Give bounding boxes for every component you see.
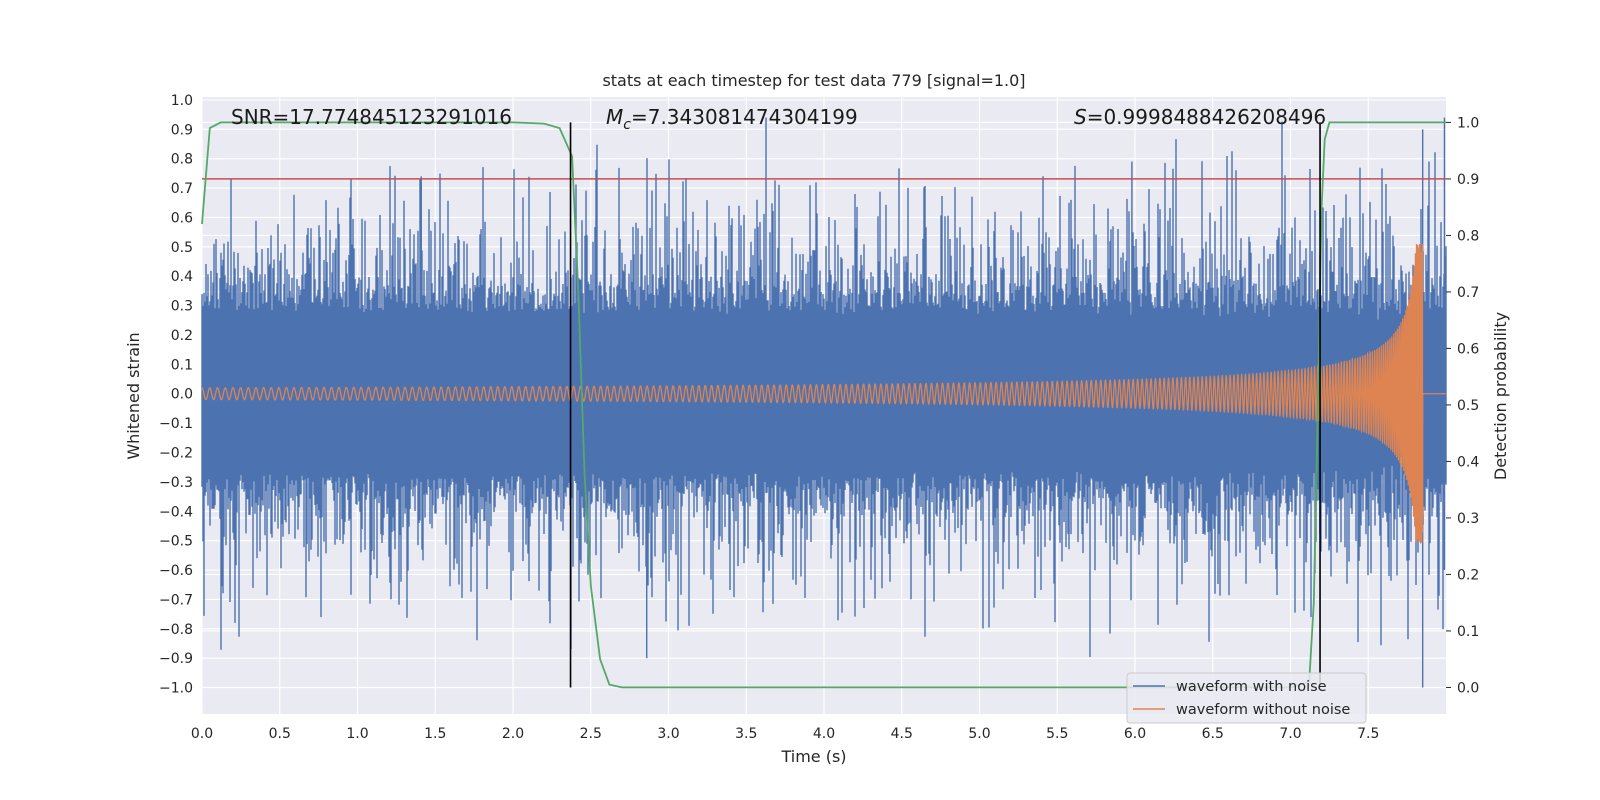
x-axis-label: Time (s) [780, 747, 846, 766]
x-tick-label-15: 7.5 [1357, 726, 1379, 742]
y-left-tick-label-3: 0.7 [171, 181, 193, 197]
x-tick-label-8: 4.0 [813, 726, 835, 742]
x-tick-label-3: 1.5 [424, 726, 446, 742]
vertical-markers [569, 122, 1321, 688]
y-right-tick-label-7: 0.3 [1457, 511, 1479, 527]
y-left-tick-label-14: −0.4 [159, 504, 193, 520]
y-left-tick-label-6: 0.4 [171, 269, 193, 285]
x-tick-label-13: 6.5 [1202, 726, 1224, 742]
x-tick-label-2: 1.0 [346, 726, 368, 742]
y-left-tick-label-20: −1.0 [159, 681, 193, 697]
y-right-tick-label-5: 0.5 [1457, 398, 1479, 414]
s-annotation: S=0.9998488426208496 [1074, 105, 1326, 129]
y-axis-left-ticks: 1.0 0.9 0.8 0.7 0.6 0.5 0.4 0.3 0.2 0.1 0.0 −0.1 −0.… [159, 93, 193, 697]
y-right-tick-label-4: 0.6 [1457, 341, 1479, 357]
y-left-tick-label-10: 0.0 [171, 387, 193, 403]
y-left-tick-label-11: −0.1 [159, 416, 193, 432]
series-waveform-without-noise [201, 243, 1446, 544]
y-left-tick-label-4: 0.6 [171, 210, 193, 226]
x-tick-label-6: 3.0 [657, 726, 679, 742]
y-right-tick-label-6: 0.4 [1457, 454, 1479, 470]
x-tick-label-14: 7.0 [1279, 726, 1301, 742]
y-right-tick-label-8: 0.2 [1457, 567, 1479, 583]
y-axis-left-label: Whitened strain [124, 332, 143, 459]
mc-value: =7.343081474304199 [631, 105, 858, 129]
snr-annotation: SNR=17.774845123291016 [231, 105, 512, 129]
y-axis-right-label: Detection probability [1491, 312, 1510, 480]
chart-title: stats at each timestep for test data 779… [602, 71, 1025, 90]
y-left-tick-label-1: 0.9 [171, 122, 193, 138]
legend-box [1126, 672, 1367, 724]
legend-label-clean: waveform without noise [1176, 702, 1350, 718]
y-right-tick-label-1: 0.9 [1457, 172, 1479, 188]
x-tick-label-5: 2.5 [580, 726, 602, 742]
y-left-tick-label-12: −0.2 [159, 446, 193, 462]
mc-subscript: c [623, 117, 631, 133]
legend-label-noise: waveform with noise [1176, 679, 1327, 695]
y-right-tick-label-3: 0.7 [1457, 285, 1479, 301]
y-left-tick-label-13: −0.3 [159, 475, 193, 491]
mc-symbol: M [606, 105, 623, 129]
x-axis-ticks: 0.0 0.5 1.0 1.5 2.0 2.5 3.0 3.5 4.0 4.5 5.0 5.5 6.0 6… [191, 726, 1380, 742]
y-left-tick-label-5: 0.5 [171, 240, 193, 256]
y-right-tick-label-0: 1.0 [1457, 115, 1479, 131]
x-tick-label-9: 4.5 [891, 726, 913, 742]
x-tick-label-12: 6.0 [1124, 726, 1146, 742]
x-tick-label-7: 3.5 [735, 726, 757, 742]
y-left-tick-label-19: −0.9 [159, 651, 193, 667]
y-axis-right-ticks: 1.0 0.9 0.8 0.7 0.6 0.5 0.4 0.3 0.2 0.1 0.0 [1446, 115, 1479, 696]
y-left-tick-label-2: 0.8 [171, 152, 193, 168]
x-tick-label-10: 5.0 [968, 726, 990, 742]
y-left-tick-label-8: 0.2 [171, 328, 193, 344]
y-left-tick-label-18: −0.8 [159, 622, 193, 638]
chirp-trace [201, 243, 1446, 544]
s-value: =0.9998488426208496 [1087, 105, 1326, 129]
s-symbol: S [1074, 105, 1087, 129]
x-tick-label-4: 2.0 [502, 726, 524, 742]
y-left-tick-label-9: 0.1 [171, 357, 193, 373]
y-left-tick-label-17: −0.7 [159, 592, 193, 608]
y-right-tick-label-9: 0.1 [1457, 624, 1479, 640]
y-left-tick-label-15: −0.5 [159, 534, 193, 550]
y-left-tick-label-0: 1.0 [171, 93, 193, 109]
legend: waveform with noise waveform without noi… [1126, 672, 1367, 724]
y-right-tick-label-2: 0.8 [1457, 228, 1479, 244]
y-right-tick-label-10: 0.0 [1457, 680, 1479, 696]
y-left-tick-label-16: −0.6 [159, 563, 193, 579]
y-left-tick-label-7: 0.3 [171, 299, 193, 315]
x-tick-label-1: 0.5 [269, 726, 291, 742]
chirp-mass-annotation: Mc=7.343081474304199 [606, 105, 858, 133]
x-tick-label-11: 5.5 [1046, 726, 1068, 742]
x-tick-label-0: 0.0 [191, 726, 213, 742]
